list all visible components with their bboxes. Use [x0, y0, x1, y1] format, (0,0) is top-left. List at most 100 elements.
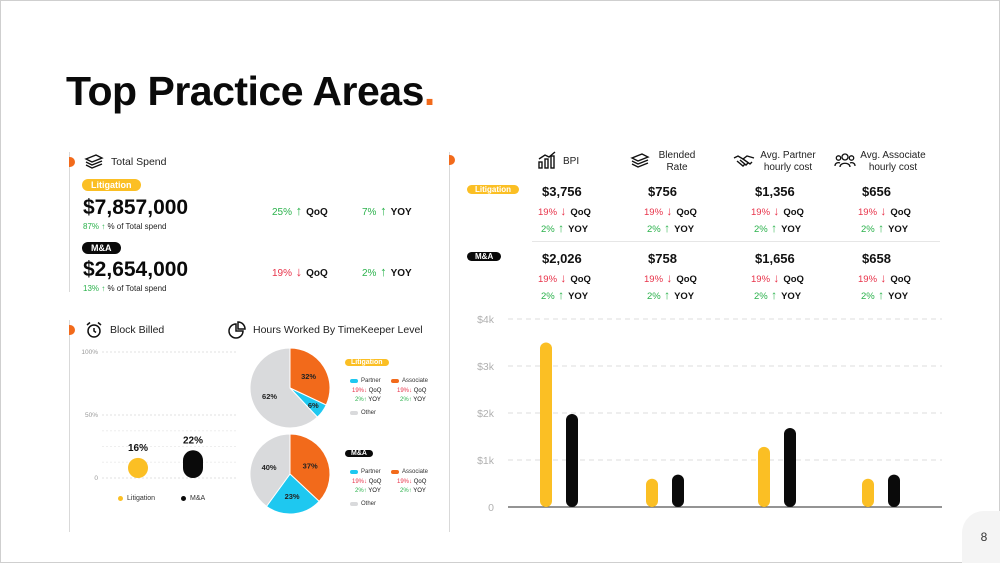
hours-ma-pill: M&A: [345, 450, 373, 457]
hours-worked-heading: Hours Worked By TimeKeeper Level: [253, 324, 423, 336]
metric-yoy: 2% ↑ YOY: [861, 288, 909, 302]
legend-associate-1: Associate: [391, 378, 428, 384]
metric-yoy: 2% ↑ YOY: [861, 221, 909, 235]
y-tick-label: $2k: [477, 408, 495, 420]
bar-ma-3: [888, 474, 900, 507]
ma-pill: M&A: [82, 242, 121, 254]
ma-yoy: 2% ↑ YOY: [362, 264, 412, 279]
block-billed-legend-ma: M&A: [181, 495, 205, 502]
metric-qoq: 19% ↓ QoQ: [644, 271, 697, 285]
page-title: Top Practice Areas.: [66, 68, 435, 114]
metric-qoq: 19% ↓ QoQ: [751, 271, 804, 285]
legend-swatch-litigation: [118, 496, 123, 501]
litigation-spend-amount: $7,857,000: [83, 196, 189, 219]
metric-qoq: 19% ↓ QoQ: [858, 271, 911, 285]
metric-qoq: 19% ↓ QoQ: [644, 204, 697, 218]
litigation-qoq: 25% ↑ QoQ: [272, 203, 328, 218]
total-spend-marker: [69, 157, 75, 167]
bar-ma-2: [784, 428, 796, 507]
pie-data-label: 32%: [301, 372, 316, 381]
partner-qoq-2: 19%↓ QoQ: [352, 479, 382, 485]
metrics-row-separator: [532, 241, 940, 242]
metrics-marker: [449, 155, 455, 165]
bar-litigation-2: [758, 446, 770, 507]
litigation-pct-total: 87% ↑ % of Total spend: [83, 222, 167, 231]
y-tick-label: 0: [94, 475, 98, 482]
metric-header-partner: Avg. Partner hourly cost: [760, 150, 816, 173]
pie-litigation: 32% 6% 62%: [249, 347, 331, 429]
y-tick-label: $1k: [477, 455, 495, 467]
y-tick-label: $4k: [477, 314, 495, 326]
y-tick-label: 50%: [85, 412, 98, 419]
litigation-yoy: 7% ↑ YOY: [362, 203, 412, 218]
pie-chart-icon: [228, 321, 246, 339]
metric-header-blended-rate: Blended Rate: [658, 150, 696, 173]
bar-ma: [183, 450, 203, 478]
block-billed-marker: [69, 325, 75, 335]
metrics-divider: [449, 152, 450, 532]
associate-yoy-1: 2%↑ YOY: [400, 397, 426, 403]
alarm-clock-icon: [85, 321, 103, 339]
bar-ma-0: [566, 413, 578, 507]
bar-ma-1: [672, 474, 684, 507]
partner-yoy-2: 2%↑ YOY: [355, 488, 381, 494]
pie-data-label: 62%: [262, 392, 277, 401]
block-billed-chart: 0 50% 100% 16% 22%: [81, 349, 236, 482]
data-label: 22%: [183, 435, 203, 446]
y-tick-label: $3k: [477, 361, 495, 373]
bar-chart-icon: [537, 151, 557, 169]
metric-yoy: 2% ↑ YOY: [541, 288, 589, 302]
page-number: 8: [962, 511, 1000, 563]
bar-litigation-0: [540, 342, 552, 507]
pie-data-label: 37%: [303, 461, 318, 470]
ma-spend-amount: $2,654,000: [83, 258, 189, 281]
total-spend-divider: [69, 152, 70, 292]
metric-header-associate: Avg. Associate hourly cost: [860, 150, 926, 173]
money-stack-icon: [630, 153, 650, 169]
metric-value: $2,026: [542, 251, 582, 266]
associate-yoy-2: 2%↑ YOY: [400, 488, 426, 494]
legend-partner-1: Partner: [350, 378, 381, 384]
pie-slice-other: [249, 433, 291, 508]
legend-associate-2: Associate: [391, 469, 428, 475]
pie-slice-associate: [289, 347, 331, 406]
metric-value: $656: [862, 184, 891, 199]
y-tick-label: 100%: [81, 349, 98, 356]
pie-data-label: 23%: [285, 492, 300, 501]
metric-value: $758: [648, 251, 677, 266]
data-label: 16%: [128, 443, 148, 454]
pie-ma: 37% 23% 40%: [249, 433, 331, 515]
metric-yoy: 2% ↑ YOY: [647, 288, 695, 302]
metric-value: $658: [862, 251, 891, 266]
metrics-ma-pill: M&A: [467, 252, 502, 261]
metric-yoy: 2% ↑ YOY: [754, 288, 802, 302]
metric-yoy: 2% ↑ YOY: [541, 221, 589, 235]
people-icon: [834, 152, 856, 168]
legend-swatch-ma: [181, 496, 186, 501]
metric-yoy: 2% ↑ YOY: [754, 221, 802, 235]
pie-slice-other: [249, 347, 319, 429]
partner-qoq-1: 19%↓ QoQ: [352, 388, 382, 394]
metric-qoq: 19% ↓ QoQ: [538, 204, 591, 218]
metrics-litigation-pill: Litigation: [467, 185, 519, 194]
hours-litigation-pill: Litigation: [345, 359, 389, 366]
metric-yoy: 2% ↑ YOY: [647, 221, 695, 235]
y-tick-label: 0: [488, 502, 494, 514]
metric-qoq: 19% ↓ QoQ: [538, 271, 591, 285]
metric-value: $3,756: [542, 184, 582, 199]
metric-qoq: 19% ↓ QoQ: [858, 204, 911, 218]
litigation-pill: Litigation: [82, 179, 141, 191]
handshake-icon: [733, 153, 755, 169]
associate-qoq-1: 19%↓ QoQ: [397, 388, 427, 394]
block-billed-divider: [69, 320, 70, 532]
pie-data-label: 40%: [262, 463, 277, 472]
total-spend-heading: Total Spend: [111, 156, 167, 168]
block-billed-legend-litigation: Litigation: [118, 495, 155, 502]
legend-partner-2: Partner: [350, 469, 381, 475]
bar-litigation-1: [646, 478, 658, 507]
ma-pct-total: 13% ↑ % of Total spend: [83, 284, 167, 293]
metric-qoq: 19% ↓ QoQ: [751, 204, 804, 218]
legend-other-2: Other: [350, 501, 376, 507]
metric-value: $1,656: [755, 251, 795, 266]
block-billed-heading: Block Billed: [110, 324, 165, 336]
